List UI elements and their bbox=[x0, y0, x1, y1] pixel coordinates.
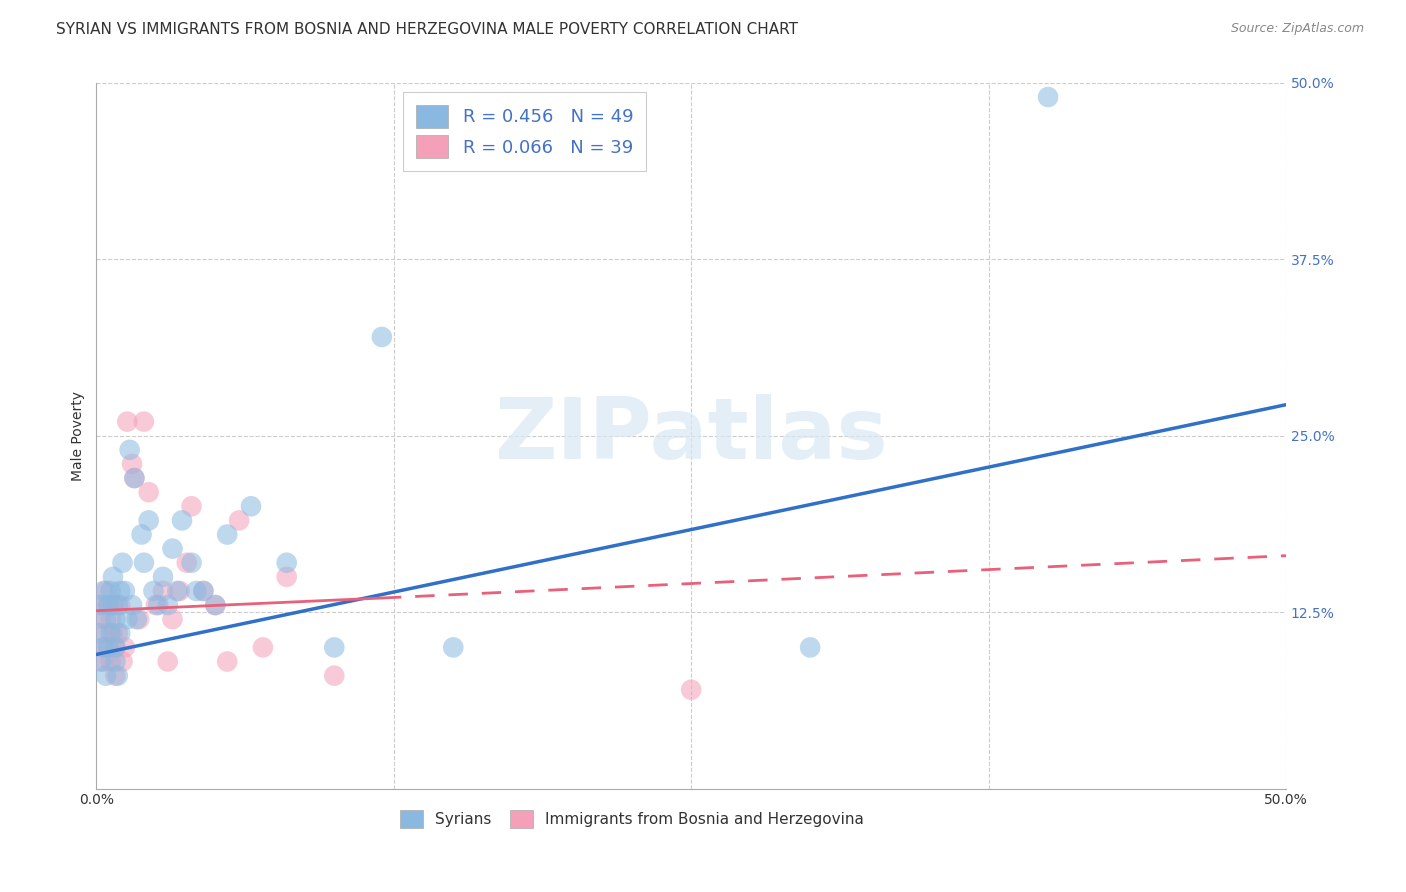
Point bbox=[132, 415, 155, 429]
Point bbox=[162, 612, 184, 626]
Point bbox=[94, 668, 117, 682]
Point bbox=[114, 640, 136, 655]
Point bbox=[145, 598, 167, 612]
Point bbox=[87, 626, 110, 640]
Point bbox=[104, 640, 127, 655]
Point bbox=[104, 668, 127, 682]
Point bbox=[156, 598, 179, 612]
Point bbox=[152, 570, 174, 584]
Point bbox=[121, 598, 143, 612]
Point bbox=[128, 612, 150, 626]
Point bbox=[204, 598, 226, 612]
Point bbox=[93, 655, 115, 669]
Point bbox=[97, 640, 120, 655]
Point bbox=[1036, 90, 1059, 104]
Point bbox=[180, 500, 202, 514]
Point bbox=[217, 527, 239, 541]
Point bbox=[117, 612, 139, 626]
Point bbox=[138, 513, 160, 527]
Point bbox=[169, 584, 191, 599]
Point bbox=[111, 655, 134, 669]
Point bbox=[193, 584, 215, 599]
Point bbox=[108, 598, 131, 612]
Point bbox=[93, 640, 115, 655]
Point bbox=[162, 541, 184, 556]
Point bbox=[156, 655, 179, 669]
Point bbox=[104, 655, 127, 669]
Point bbox=[107, 598, 129, 612]
Point bbox=[121, 457, 143, 471]
Text: Source: ZipAtlas.com: Source: ZipAtlas.com bbox=[1230, 22, 1364, 36]
Point bbox=[228, 513, 250, 527]
Point bbox=[117, 415, 139, 429]
Point bbox=[97, 598, 120, 612]
Point bbox=[94, 626, 117, 640]
Point bbox=[170, 513, 193, 527]
Point bbox=[240, 500, 263, 514]
Point bbox=[276, 556, 298, 570]
Point bbox=[132, 556, 155, 570]
Point bbox=[93, 584, 115, 599]
Point bbox=[100, 655, 122, 669]
Point bbox=[681, 682, 703, 697]
Point bbox=[371, 330, 394, 344]
Point bbox=[104, 640, 127, 655]
Point bbox=[142, 584, 165, 599]
Point bbox=[101, 570, 124, 584]
Point bbox=[97, 640, 120, 655]
Point bbox=[114, 584, 136, 599]
Point bbox=[124, 471, 146, 485]
Point bbox=[107, 626, 129, 640]
Point bbox=[100, 626, 122, 640]
Point bbox=[107, 668, 129, 682]
Point bbox=[90, 612, 112, 626]
Point bbox=[186, 584, 208, 599]
Point bbox=[204, 598, 226, 612]
Point bbox=[138, 485, 160, 500]
Point bbox=[101, 598, 124, 612]
Point bbox=[104, 612, 127, 626]
Point bbox=[323, 668, 346, 682]
Point bbox=[152, 584, 174, 599]
Point bbox=[125, 612, 148, 626]
Point bbox=[193, 584, 215, 599]
Point bbox=[180, 556, 202, 570]
Point bbox=[100, 612, 122, 626]
Point bbox=[323, 640, 346, 655]
Point bbox=[90, 598, 112, 612]
Point bbox=[94, 612, 117, 626]
Point bbox=[108, 626, 131, 640]
Point bbox=[252, 640, 274, 655]
Point bbox=[87, 598, 110, 612]
Point bbox=[276, 570, 298, 584]
Point bbox=[94, 584, 117, 599]
Point bbox=[97, 598, 120, 612]
Point bbox=[148, 598, 170, 612]
Point bbox=[176, 556, 198, 570]
Y-axis label: Male Poverty: Male Poverty bbox=[72, 391, 86, 481]
Point bbox=[799, 640, 821, 655]
Text: SYRIAN VS IMMIGRANTS FROM BOSNIA AND HERZEGOVINA MALE POVERTY CORRELATION CHART: SYRIAN VS IMMIGRANTS FROM BOSNIA AND HER… bbox=[56, 22, 799, 37]
Point bbox=[166, 584, 188, 599]
Point bbox=[101, 626, 124, 640]
Point bbox=[118, 442, 141, 457]
Point bbox=[108, 584, 131, 599]
Point bbox=[124, 471, 146, 485]
Point bbox=[100, 584, 122, 599]
Point bbox=[441, 640, 464, 655]
Text: ZIPatlas: ZIPatlas bbox=[495, 394, 889, 477]
Point bbox=[101, 598, 124, 612]
Point bbox=[93, 640, 115, 655]
Point bbox=[90, 655, 112, 669]
Point bbox=[217, 655, 239, 669]
Point bbox=[111, 556, 134, 570]
Point bbox=[131, 527, 153, 541]
Legend: Syrians, Immigrants from Bosnia and Herzegovina: Syrians, Immigrants from Bosnia and Herz… bbox=[394, 804, 870, 834]
